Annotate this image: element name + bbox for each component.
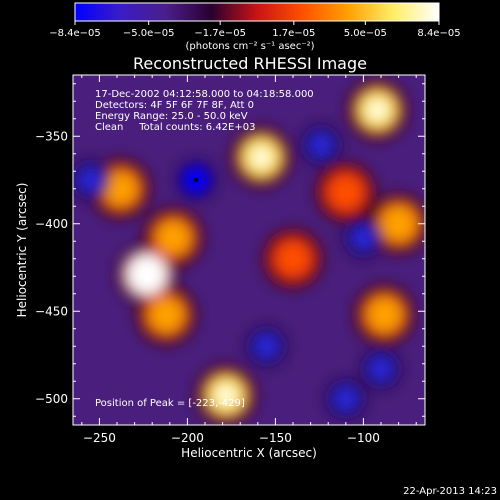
negative-source xyxy=(368,356,394,382)
peak-dot xyxy=(194,178,199,182)
negative-source xyxy=(253,333,280,360)
negative-source xyxy=(332,385,359,412)
chart-title: Reconstructed RHESSI Image xyxy=(133,54,367,73)
colorbar-tick-label: −1.7e−05 xyxy=(194,28,246,39)
colorbar-units-label: (photons cm⁻² s⁻¹ asec⁻²) xyxy=(185,41,314,52)
y-axis-label: Heliocentric Y (arcsec) xyxy=(15,183,29,318)
negative-source xyxy=(350,224,377,251)
negative-source xyxy=(308,132,335,158)
y-tick-label: −350 xyxy=(35,129,68,143)
plot-frame xyxy=(72,74,426,426)
bright-source xyxy=(366,297,403,333)
bright-source xyxy=(103,171,138,206)
colorbar-tick-label: 5.0e−05 xyxy=(344,28,387,39)
colorbar-tick-label: −5.0e−05 xyxy=(123,28,175,39)
annotation-clean-counts: Clean Total counts: 6.42E+03 xyxy=(95,122,255,133)
y-tick-label: −400 xyxy=(35,217,68,231)
bright-source-core xyxy=(253,149,270,166)
bright-source-core xyxy=(369,102,386,118)
bright-source-core xyxy=(218,387,235,404)
y-tick-label: −450 xyxy=(35,304,68,318)
negative-source xyxy=(77,167,104,193)
annotation-time-range: 17-Dec-2002 04:12:58.000 to 04:18:58.000 xyxy=(95,89,314,100)
annotation-energy-range: Energy Range: 25.0 - 50.0 keV xyxy=(95,111,248,122)
bright-source xyxy=(380,205,417,242)
image-sources xyxy=(73,80,425,425)
bright-source-core xyxy=(138,266,155,283)
annotation-peak-position: Position of Peak = [-223,-429] xyxy=(95,398,245,409)
footer-date: 22-Apr-2013 14:23 xyxy=(403,486,497,497)
bright-source xyxy=(276,242,310,276)
colorbar-tick-label: −8.4e−05 xyxy=(49,28,101,39)
bright-source xyxy=(328,175,363,210)
colorbar xyxy=(74,2,440,22)
bright-source xyxy=(148,297,184,333)
peak-marker xyxy=(194,178,199,182)
x-tick-label: −250 xyxy=(83,431,116,445)
colorbar-ticks: −8.4e−05 −5.0e−05 −1.7e−05 1.7e−05 5.0e−05 8.… xyxy=(49,21,461,39)
colorbar-tick-label: 8.4e−05 xyxy=(417,28,460,39)
plot-area xyxy=(73,75,425,425)
bright-source xyxy=(156,220,191,255)
x-tick-label: −100 xyxy=(347,431,380,445)
colorbar-tick-label: 1.7e−05 xyxy=(272,28,315,39)
x-tick-label: −150 xyxy=(259,431,292,445)
y-tick-label: −500 xyxy=(35,392,68,406)
annotation-detectors: Detectors: 4F 5F 6F 7F 8F, Att 0 xyxy=(95,100,254,111)
x-axis-label: Heliocentric X (arcsec) xyxy=(181,446,317,460)
x-tick-label: −200 xyxy=(171,431,204,445)
axis-ticks: −250 −200 −150 −100 −350 −400 −450 −500 xyxy=(35,75,425,445)
